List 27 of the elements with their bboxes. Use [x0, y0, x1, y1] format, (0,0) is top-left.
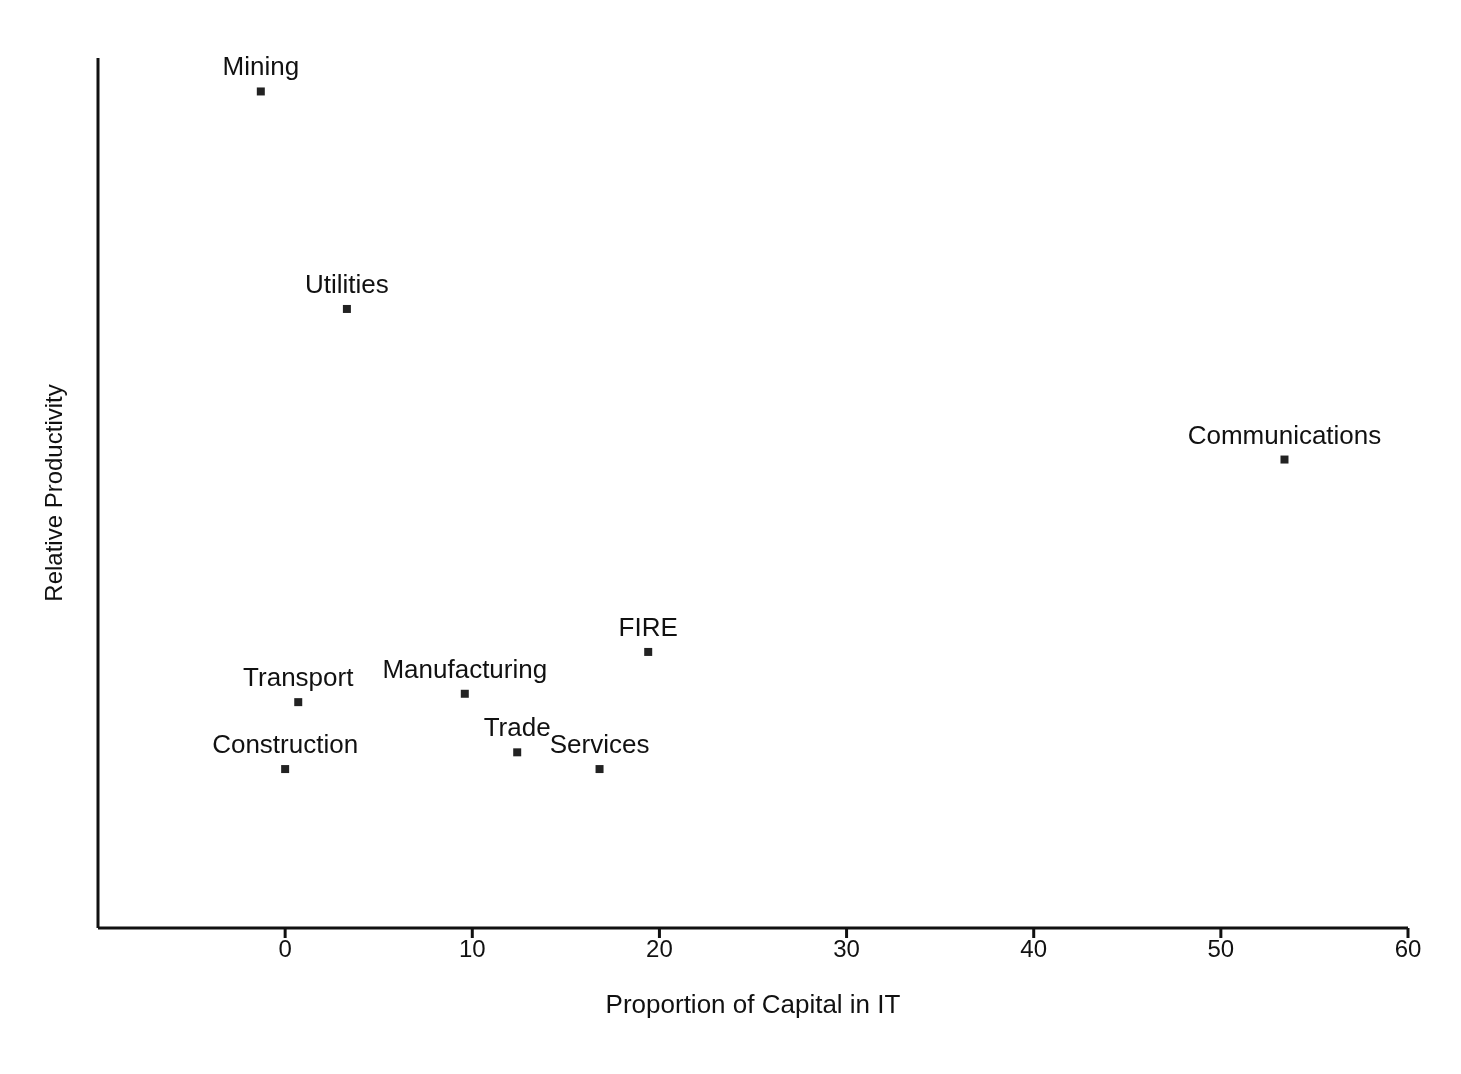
annotation: Communications — [1187, 419, 1382, 450]
x-tick-label: 40 — [1020, 935, 1048, 963]
point — [595, 765, 604, 774]
x-tick-label: 50 — [1207, 935, 1235, 963]
point — [342, 304, 351, 313]
point — [644, 647, 653, 656]
point — [513, 748, 522, 757]
annotation: Construction — [212, 729, 359, 760]
annotation: FIRE — [618, 611, 678, 642]
x-tick-label: 30 — [833, 935, 860, 963]
x-tick-label: 20 — [646, 935, 673, 963]
x-tick-label: 10 — [458, 935, 486, 963]
point — [256, 87, 265, 96]
y-axis-title: Relative Productivity — [39, 384, 67, 602]
x-tick-label: 0 — [278, 935, 292, 963]
annotation: Trade — [483, 712, 551, 743]
point — [294, 698, 303, 707]
annotation: Services — [549, 729, 650, 760]
annotation: Utilities — [305, 268, 389, 299]
point — [1280, 455, 1289, 464]
point — [281, 765, 290, 774]
point — [460, 689, 469, 698]
x-axis-title: Proportion of Capital in IT — [605, 989, 901, 1019]
x-tick-label: 60 — [1394, 935, 1422, 963]
annotation: Manufacturing — [382, 653, 548, 684]
annotation: Mining — [222, 51, 300, 82]
annotation: Transport — [243, 662, 355, 693]
